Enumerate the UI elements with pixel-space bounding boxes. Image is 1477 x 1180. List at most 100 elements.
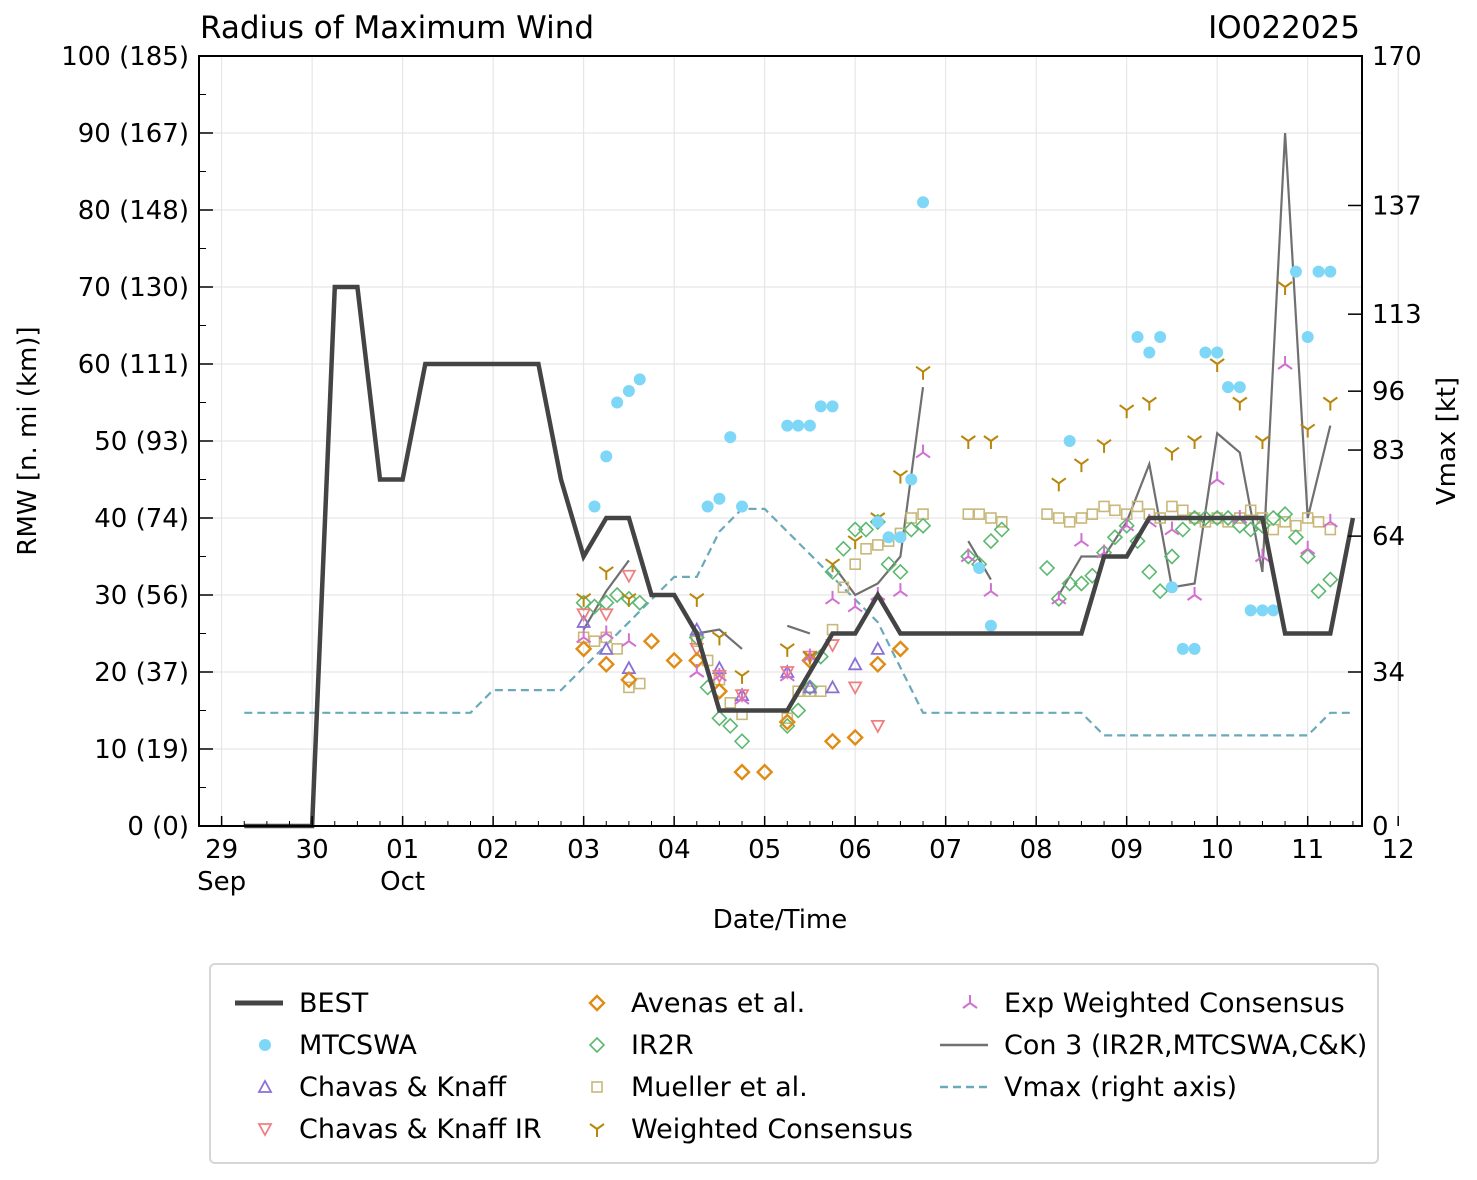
data-point [1073,458,1090,473]
legend-label-chavas-knaff: Chavas & Knaff [299,1071,507,1103]
y2-tick-label: 170 [1372,42,1422,72]
data-point [779,643,795,657]
x-month-label: Oct [380,867,425,897]
y-tick-label: 30 (56) [94,581,189,611]
data-point [962,508,975,520]
y-tick-label: 100 (185) [61,42,189,72]
y2-axis-label: Vmax [kt] [1432,377,1462,505]
data-point [802,679,818,694]
data-point [1186,435,1203,449]
data-point [1118,517,1135,534]
data-point [985,512,997,524]
data-point [1301,512,1314,524]
data-point [847,681,863,696]
data-point [1322,513,1338,528]
series-mtcswa [588,196,1337,655]
data-point [711,631,727,646]
data-point [903,521,920,538]
data-point [824,590,841,605]
data-point [1301,331,1314,344]
data-point [713,492,726,505]
legend-item-best: BEST [231,983,368,1023]
data-point [1075,512,1088,524]
data-point [1310,583,1327,600]
data-point [1197,509,1214,527]
data-point [825,679,841,694]
x-tick-label: 11 [1291,835,1324,865]
data-point [1300,540,1316,555]
legend-swatch-weighted-consensus [589,1123,605,1137]
data-point [1265,509,1282,527]
legend-swatch-mtcswa [259,1039,271,1051]
y2-tick-label: 137 [1372,191,1422,221]
data-point [1209,358,1225,372]
data-point [1061,575,1078,592]
data-point [983,435,999,449]
data-point [576,614,592,628]
data-point [801,679,819,696]
data-point [1279,516,1291,528]
data-point [847,598,863,613]
data-point [1051,477,1067,492]
data-point [847,656,863,671]
data-point [915,365,931,380]
data-point [802,650,818,665]
y-tick-label: 70 (130) [78,273,189,303]
data-point [982,532,1000,550]
legend-item-vmax: Vmax (right axis) [936,1067,1237,1107]
storm-id: IO022025 [1208,10,1360,46]
data-point [1131,500,1144,513]
data-point [917,196,930,209]
legend-label-ir2r: IR2R [631,1029,694,1061]
legend-item-avenas: Avenas et al. [563,983,805,1023]
x-tick-label: 05 [748,835,781,865]
legend-item-chavas-knaff: Chavas & Knaff [231,1067,506,1107]
data-point [631,594,648,611]
data-point [847,535,863,550]
legend-swatch-avenas [588,994,606,1012]
data-point [633,373,646,386]
data-point [586,598,603,615]
legend-item-mueller: Mueller et al. [563,1067,808,1107]
data-point [984,619,997,632]
data-point [1254,548,1271,563]
data-point [665,651,683,670]
data-point [803,419,816,432]
data-point [835,540,852,557]
x-tick-label: 02 [477,835,510,865]
data-point [892,563,909,581]
data-point [1322,396,1338,411]
series-exp-weighted-consensus [576,356,1338,705]
data-point [1232,396,1248,411]
data-point [734,690,750,705]
series-mueller-et-al [577,500,1337,725]
data-point [1176,504,1189,517]
series-line [582,559,630,631]
rmw-chart: 29 30 01 02 03 04 05 06 07 08 09 10 11 12 Sep Oct 0 (0) 1… [13,10,1462,935]
legend-label-mtcswa: MTCSWA [299,1029,417,1061]
data-point [620,671,638,689]
x-tick-label: 12 [1382,835,1415,865]
data-point [722,717,739,735]
data-point [724,696,737,709]
data-point [892,469,909,484]
x-tick-label: 06 [839,835,872,865]
data-point [1164,446,1180,461]
data-point [973,508,985,520]
y2-tick-label: 83 [1372,436,1405,466]
data-point [814,400,827,413]
data-point [1050,590,1067,607]
data-point [1287,529,1305,546]
data-point [983,583,999,597]
data-point [1174,521,1191,538]
legend-label-avenas: Avenas et al. [631,987,806,1019]
data-point [1051,590,1067,605]
data-point [1109,504,1121,517]
data-point [642,632,661,650]
data-point [1276,506,1294,523]
y-tick-label: 60 (111) [78,350,189,380]
data-point [1312,265,1325,278]
data-point [1299,548,1316,565]
data-point [847,521,864,538]
data-point [1254,435,1271,449]
